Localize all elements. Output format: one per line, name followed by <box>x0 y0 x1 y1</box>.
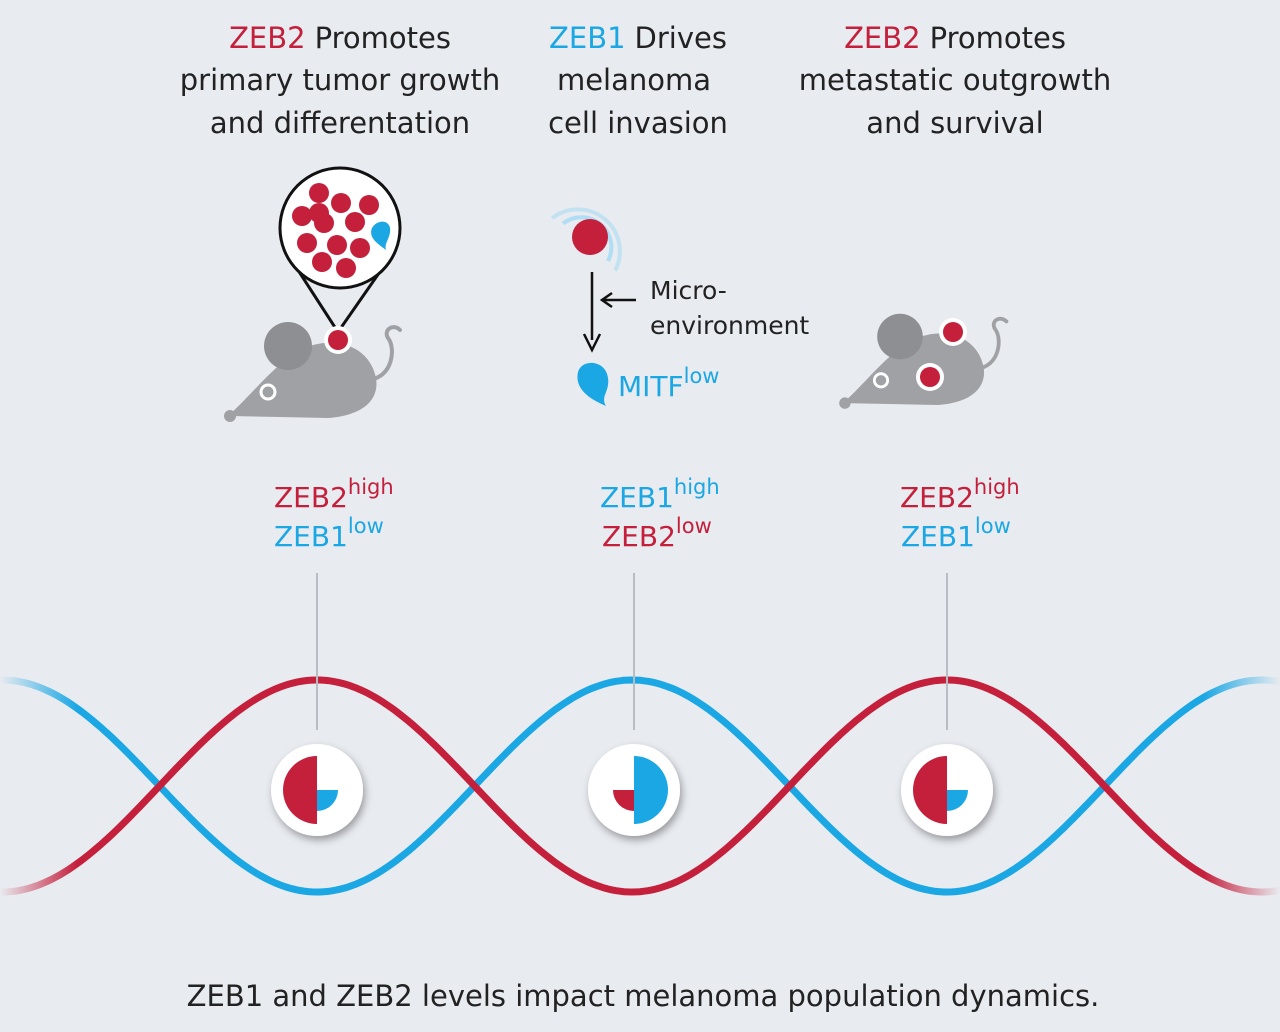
marker: ZEB2low <box>602 514 712 553</box>
badge-half <box>283 756 317 824</box>
level: low <box>676 514 712 538</box>
heading-rest: Promotes <box>315 21 451 55</box>
mouse-tail <box>366 325 402 382</box>
level: high <box>974 475 1020 499</box>
gene: ZEB1 <box>901 520 975 553</box>
heading-line: and survival <box>866 106 1043 140</box>
mouse <box>839 313 1009 409</box>
level: low <box>348 514 384 538</box>
gene: ZEB2 <box>229 21 306 55</box>
cell-blue <box>371 221 391 250</box>
invading-cell <box>572 219 608 255</box>
tumor <box>920 367 940 387</box>
marker: ZEB1high <box>600 475 720 514</box>
badge-quarter <box>947 790 968 811</box>
badge-quarter <box>317 790 338 811</box>
arrow-head <box>582 333 602 353</box>
heading-line: primary tumor growth <box>180 63 501 97</box>
mouse-ear <box>877 313 923 360</box>
arrow-head <box>599 291 613 309</box>
heading-line: melanoma <box>557 63 711 97</box>
cell <box>297 233 317 253</box>
heading-line: and differentation <box>210 106 470 140</box>
cell <box>350 238 370 258</box>
heading-line: metastatic outgrowth <box>799 63 1111 97</box>
cell <box>292 206 312 226</box>
gene: ZEB2 <box>602 520 676 553</box>
mouse-ear <box>264 322 312 370</box>
marker: ZEB2high <box>274 475 394 514</box>
cell <box>309 183 329 203</box>
cell <box>345 212 365 232</box>
mouse <box>224 322 402 422</box>
heading-rest: Drives <box>635 21 727 55</box>
gene: ZEB2 <box>274 481 348 514</box>
tumor <box>943 322 963 342</box>
tumor <box>328 330 348 350</box>
helix-strand <box>0 676 1280 896</box>
gene: ZEB1 <box>600 481 674 514</box>
cell <box>336 258 356 278</box>
gene: MITF <box>618 370 684 403</box>
micro-label: environment <box>650 311 809 340</box>
level: high <box>348 475 394 499</box>
level: high <box>674 475 720 499</box>
micro-label: Micro- <box>650 276 727 305</box>
gene: ZEB1 <box>274 520 348 553</box>
heading: ZEB1 Drives <box>549 21 727 55</box>
mouse-nose <box>839 397 851 409</box>
cell <box>359 195 379 215</box>
heading: ZEB2 Promotes <box>229 21 451 55</box>
heading-rest: Promotes <box>930 21 1066 55</box>
cell <box>331 193 351 213</box>
mitf-cell <box>577 362 609 406</box>
gene: ZEB2 <box>900 481 974 514</box>
mouse-eye <box>872 372 890 389</box>
mouse-tail <box>974 316 1009 371</box>
mitf-label: MITFlow <box>618 364 719 403</box>
badge-quarter <box>613 790 634 811</box>
cell <box>327 235 347 255</box>
mouse-eye <box>259 383 277 401</box>
badge-half <box>913 756 947 824</box>
caption: ZEB1 and ZEB2 levels impact melanoma pop… <box>187 979 1100 1013</box>
gene: ZEB2 <box>844 21 921 55</box>
cell <box>309 203 329 223</box>
cell <box>312 252 332 272</box>
level: low <box>975 514 1011 538</box>
mouse-nose <box>224 410 236 422</box>
marker: ZEB1low <box>274 514 384 553</box>
marker: ZEB1low <box>901 514 1011 553</box>
motion-arc <box>550 207 622 272</box>
badge-half <box>634 756 668 824</box>
gene: ZEB1 <box>549 21 626 55</box>
level: low <box>684 364 720 388</box>
marker: ZEB2high <box>900 475 1020 514</box>
heading: ZEB2 Promotes <box>844 21 1066 55</box>
helix-strand <box>0 676 1280 896</box>
heading-line: cell invasion <box>548 106 728 140</box>
